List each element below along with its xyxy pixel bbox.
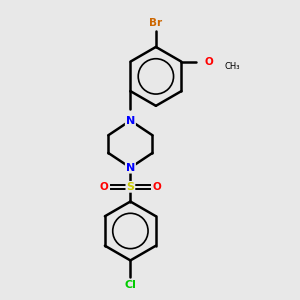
Text: S: S: [126, 182, 134, 192]
Text: N: N: [126, 116, 135, 126]
Text: O: O: [152, 182, 161, 192]
Text: N: N: [126, 163, 135, 173]
Text: O: O: [100, 182, 108, 192]
Text: Cl: Cl: [124, 280, 136, 290]
Text: CH₃: CH₃: [224, 62, 240, 71]
Text: O: O: [204, 57, 213, 67]
Text: Br: Br: [149, 18, 163, 28]
